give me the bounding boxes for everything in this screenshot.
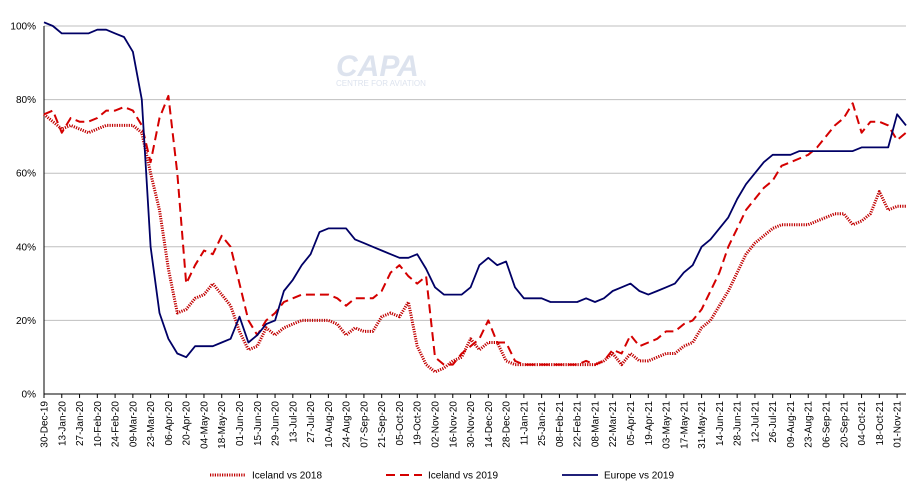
x-tick-label: 05-Oct-20: [395, 401, 406, 446]
x-tick-label: 30-Dec-19: [40, 401, 51, 448]
legend-label: Iceland vs 2019: [428, 471, 498, 482]
y-tick-label: 60%: [16, 169, 36, 180]
x-tick-label: 13-Jul-20: [288, 401, 299, 443]
x-tick-label: 29-Jun-20: [271, 401, 282, 446]
x-tick-label: 04-Oct-21: [857, 401, 868, 446]
x-tick-label: 20-Sep-21: [839, 401, 850, 448]
series-line-1: [43, 113, 906, 374]
x-tick-label: 25-Jan-21: [537, 401, 548, 446]
x-tick-label: 14-Dec-20: [484, 401, 495, 448]
x-tick-label: 18-May-20: [217, 401, 228, 449]
series-line-2: [43, 94, 907, 366]
x-tick-label: 22-Feb-21: [573, 401, 584, 448]
x-tick-label: 02-Nov-20: [431, 401, 442, 448]
x-tick-label: 30-Nov-20: [466, 401, 477, 448]
x-tick-label: 31-May-21: [697, 401, 708, 449]
gridlines: [44, 25, 906, 321]
legend-label: Iceland vs 2018: [252, 471, 322, 482]
x-tick-label: 06-Sep-21: [822, 401, 833, 448]
y-axis: 0% 20% 40% 60% 80% 100%: [10, 22, 45, 401]
x-tick-label: 09-Aug-21: [786, 401, 797, 448]
x-tick-label: 01-Nov-21: [893, 401, 904, 448]
x-tick-label: 08-Feb-21: [555, 401, 566, 448]
x-tick-label: 13-Jan-20: [57, 401, 68, 446]
x-tick-label: 17-May-21: [679, 401, 690, 449]
x-tick-label: 23-Mar-20: [146, 401, 157, 448]
x-tick-label: 28-Dec-20: [502, 401, 513, 448]
y-tick-label: 0%: [22, 390, 37, 401]
y-tick-label: 100%: [10, 22, 36, 33]
x-tick-label: 05-Apr-21: [626, 401, 637, 446]
x-tick-label: 10-Aug-20: [324, 401, 335, 448]
x-tick-label: 16-Nov-20: [448, 401, 459, 448]
y-tick-label: 80%: [16, 95, 36, 106]
x-tick-label: 08-Mar-21: [590, 401, 601, 448]
y-tick-label: 40%: [16, 242, 36, 253]
x-tick-label: 09-Mar-20: [128, 401, 139, 448]
x-tick-label: 24-Aug-20: [342, 401, 353, 448]
x-tick-label: 28-Jun-21: [733, 401, 744, 446]
x-tick-label: 24-Feb-20: [111, 401, 122, 448]
legend-label: Europe vs 2019: [604, 471, 674, 482]
x-tick-label: 03-May-21: [662, 401, 673, 449]
x-tick-label: 20-Apr-20: [182, 401, 193, 446]
series-line-3: [43, 21, 907, 359]
legend: Iceland vs 2018 Iceland vs 2019 Europe vs …: [210, 471, 674, 482]
x-tick-label: 18-Oct-21: [875, 401, 886, 446]
x-tick-label: 10-Feb-20: [93, 401, 104, 448]
x-tick-label: 27-Jan-20: [75, 401, 86, 446]
x-tick-label: 23-Aug-21: [804, 401, 815, 448]
x-tick-label: 07-Sep-20: [359, 401, 370, 448]
x-tick-label: 19-Oct-20: [413, 401, 424, 446]
x-axis: 30-Dec-19 13-Jan-20 27-Jan-20 10-Feb-20 24-F…: [40, 393, 906, 449]
x-tick-label: 15-Jun-20: [253, 401, 264, 446]
watermark-logo: CAPA: [336, 50, 419, 83]
y-tick-label: 20%: [16, 316, 36, 327]
x-tick-label: 14-Jun-21: [715, 401, 726, 446]
series-lines: [43, 21, 907, 374]
x-tick-label: 04-May-20: [199, 401, 210, 449]
x-tick-label: 11-Jan-21: [519, 401, 530, 446]
capa-watermark: CAPA CENTRE FOR AVIATION: [336, 50, 426, 88]
x-tick-label: 12-Jul-21: [750, 401, 761, 443]
x-tick-label: 22-Mar-21: [608, 401, 619, 448]
x-tick-label: 27-Jul-20: [306, 401, 317, 443]
x-tick-label: 06-Apr-20: [164, 401, 175, 446]
watermark-tagline: CENTRE FOR AVIATION: [336, 79, 426, 88]
x-tick-label: 21-Sep-20: [377, 401, 388, 448]
x-tick-label: 01-Jun-20: [235, 401, 246, 446]
x-tick-label: 26-Jul-21: [768, 401, 779, 443]
x-tick-label: 19-Apr-21: [644, 401, 655, 446]
